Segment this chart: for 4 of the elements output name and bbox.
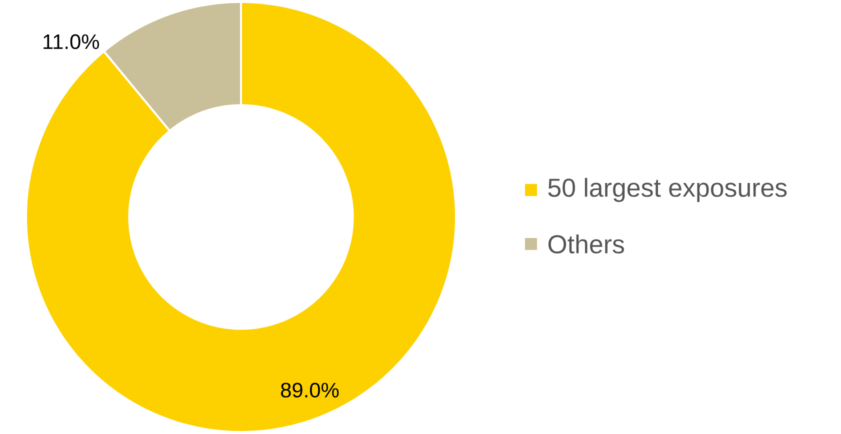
- data-label: 89.0%: [280, 382, 339, 398]
- data-label: 11.0%: [44, 34, 100, 50]
- legend-label: 50 largest exposures: [548, 178, 787, 202]
- legend-label: Others: [548, 234, 624, 254]
